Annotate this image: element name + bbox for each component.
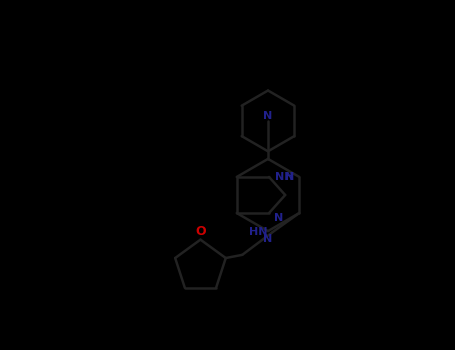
Text: O: O	[195, 225, 206, 238]
Text: HN: HN	[249, 227, 268, 237]
Text: N: N	[263, 111, 273, 121]
Text: N: N	[285, 172, 294, 182]
Text: N: N	[263, 234, 273, 244]
Text: NH: NH	[275, 172, 293, 182]
Text: N: N	[274, 213, 283, 223]
